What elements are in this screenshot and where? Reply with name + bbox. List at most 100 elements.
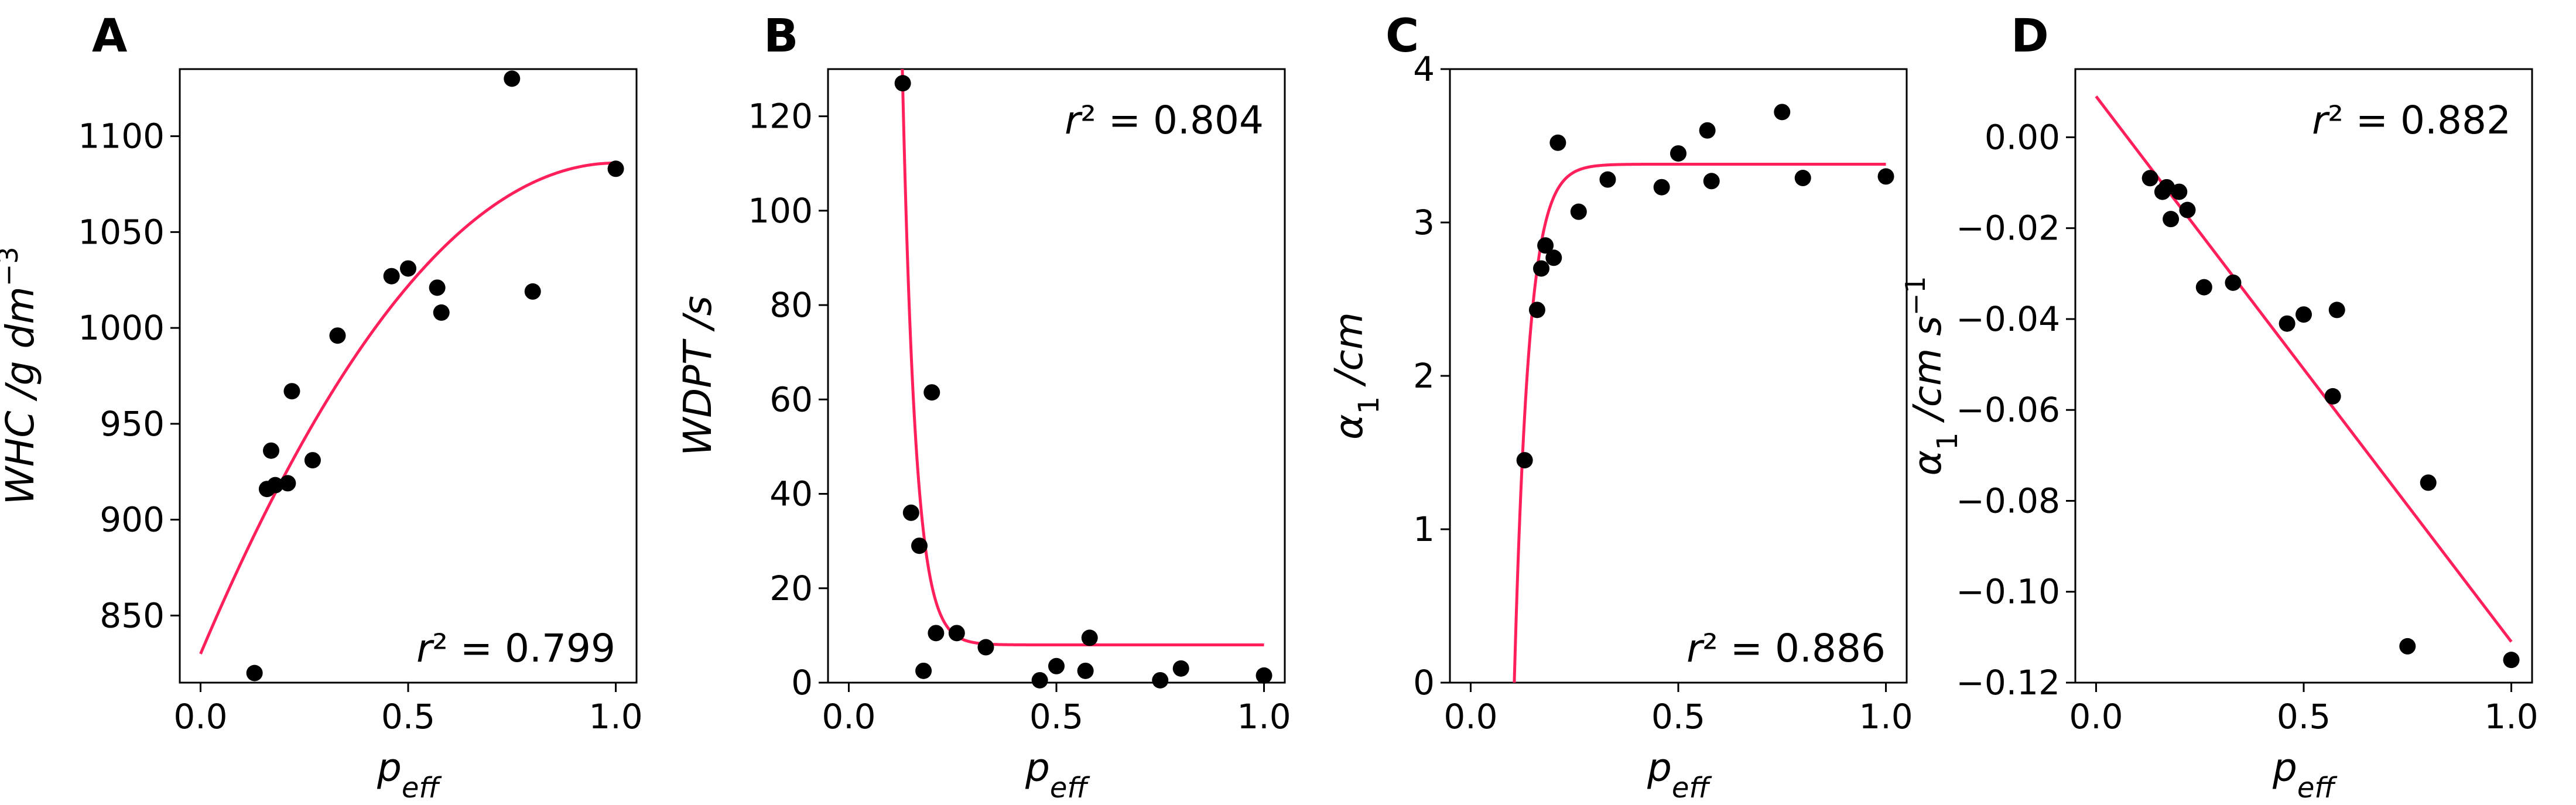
data-point: [429, 279, 446, 296]
x-tick-label: 1.0: [2484, 697, 2538, 737]
plot-frame: [179, 68, 638, 684]
y-tick-label: 2: [1413, 356, 1435, 396]
y-tick-label: 4: [1413, 49, 1435, 89]
x-tick-label: 0.5: [381, 697, 435, 737]
panel-b: B 0.0 0.5 1.0 0 20 40 60 80 100 120 peff WDPT /s r² =…: [675, 10, 1291, 804]
data-point: [2420, 474, 2437, 491]
data-point: [433, 304, 450, 321]
data-point: [263, 442, 279, 459]
data-point: [2399, 638, 2416, 655]
data-point: [1703, 173, 1720, 190]
data-point: [1699, 122, 1716, 139]
y-tick-label: 900: [100, 500, 165, 540]
data-point: [2296, 306, 2312, 323]
data-point: [267, 477, 284, 494]
data-point: [1533, 260, 1549, 277]
data-point: [1670, 145, 1686, 162]
data-point: [1081, 629, 1098, 646]
data-point: [383, 268, 400, 285]
data-point: [902, 504, 919, 521]
data-point: [246, 664, 263, 681]
data-point: [1077, 662, 1094, 679]
data-point: [1570, 203, 1587, 220]
y-tick-label: −0.10: [1956, 572, 2060, 612]
y-axis-label: WHC /g dm−3: [0, 246, 43, 505]
y-axis-label: α1 /cm: [1326, 312, 1386, 440]
data-point: [279, 475, 296, 492]
panel-letter: C: [1386, 10, 1419, 63]
data-point: [1794, 170, 1811, 187]
y-tick-label: −0.06: [1956, 390, 2060, 430]
y-axis-label: WDPT /s: [675, 296, 720, 456]
data-point: [1255, 667, 1272, 684]
fit-line: [199, 161, 616, 655]
y-tick-label: 40: [769, 474, 813, 514]
r2-annotation: r² = 0.799: [416, 626, 615, 671]
data-point: [928, 625, 945, 642]
x-tick-label: 1.0: [1237, 697, 1291, 737]
y-tick-label: 0: [791, 663, 813, 703]
x-tick-label: 0.5: [2277, 697, 2331, 737]
data-point: [911, 537, 928, 554]
data-point: [2328, 302, 2345, 318]
data-point: [1545, 249, 1562, 266]
data-point: [2171, 183, 2188, 200]
fit-line: [901, 69, 1264, 647]
data-point: [1528, 302, 1545, 318]
x-axis-label: peff: [2272, 745, 2338, 804]
data-point: [504, 70, 521, 87]
data-point: [977, 639, 994, 656]
data-point: [1599, 171, 1616, 188]
x-tick-label: 0.0: [173, 697, 227, 737]
data-point: [2141, 170, 2158, 187]
y-tick-label: −0.08: [1956, 481, 2060, 520]
data-point: [2195, 279, 2212, 296]
y-tick-label: 1: [1413, 509, 1435, 549]
y-tick-label: 1000: [78, 308, 165, 348]
data-point: [400, 260, 416, 277]
data-point: [329, 327, 346, 344]
data-point: [1877, 168, 1894, 185]
data-point: [923, 384, 940, 401]
r2-annotation: r² = 0.886: [1686, 626, 1886, 671]
data-point: [915, 662, 932, 679]
data-point: [2179, 201, 2196, 218]
data-point: [1031, 672, 1048, 688]
y-tick-label: 100: [748, 191, 813, 231]
x-tick-label: 0.0: [1443, 697, 1497, 737]
y-tick-label: 120: [748, 97, 813, 136]
data-point: [2158, 179, 2175, 196]
y-tick-label: −0.04: [1956, 299, 2060, 339]
data-point: [2503, 652, 2520, 669]
y-tick-label: 3: [1413, 203, 1435, 242]
data-point: [1537, 237, 1554, 254]
data-point: [2225, 274, 2242, 291]
fit-line: [2095, 95, 2513, 643]
panel-c: C 0.0 0.5 1.0 0 1 2 3 4 peff α1 /cm r² = 0.886: [1326, 10, 1913, 804]
x-axis-label: peff: [1647, 745, 1712, 804]
x-tick-label: 1.0: [1859, 697, 1913, 737]
panel-a: A 0.0 0.5 1.0 850 900 950 1000 1050 1100 peff WHC /…: [0, 10, 643, 804]
data-point: [1549, 134, 1566, 151]
x-tick-label: 0.0: [2069, 697, 2123, 737]
data-point: [1516, 452, 1533, 469]
x-axis-label: peff: [1025, 745, 1090, 804]
data-point: [524, 283, 541, 300]
fit-line: [1513, 162, 1886, 683]
x-tick-label: 1.0: [589, 697, 642, 737]
r2-annotation: r² = 0.804: [1065, 98, 1264, 143]
panel-letter: B: [764, 10, 798, 63]
x-tick-label: 0.5: [1651, 697, 1705, 737]
panel-d: D 0.0 0.5 1.0 −0.12 −0.10 −0.08 −0.06 −0.04 −0.02…: [1900, 10, 2539, 804]
y-tick-label: 0.00: [1985, 117, 2060, 157]
y-tick-label: 1100: [78, 117, 165, 156]
data-point: [283, 383, 300, 400]
data-point: [2163, 211, 2180, 228]
y-tick-label: 850: [100, 595, 165, 635]
y-tick-label: 20: [769, 568, 813, 608]
data-point: [2324, 388, 2341, 405]
r2-annotation: r² = 0.882: [2312, 98, 2511, 143]
data-point: [2279, 315, 2296, 332]
data-point: [1172, 660, 1189, 677]
